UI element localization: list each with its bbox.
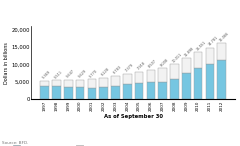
Bar bbox=[88, 88, 96, 99]
Text: 8,507: 8,507 bbox=[148, 59, 158, 69]
Bar bbox=[182, 73, 191, 99]
Bar bbox=[111, 76, 120, 86]
Text: 5,511: 5,511 bbox=[54, 69, 64, 79]
Bar bbox=[41, 86, 49, 99]
Bar bbox=[158, 68, 167, 82]
Bar bbox=[52, 80, 61, 86]
Text: 5,647: 5,647 bbox=[66, 69, 75, 79]
Y-axis label: Dollars in billions: Dollars in billions bbox=[4, 42, 9, 84]
Text: 14,781: 14,781 bbox=[207, 36, 219, 47]
Bar bbox=[158, 82, 167, 99]
Text: 11,898: 11,898 bbox=[183, 46, 195, 57]
Text: 16,066: 16,066 bbox=[219, 31, 230, 43]
Text: 7,379: 7,379 bbox=[125, 63, 134, 73]
Bar bbox=[182, 58, 191, 73]
Bar bbox=[76, 87, 84, 99]
Bar bbox=[123, 74, 132, 84]
Text: 7,918: 7,918 bbox=[136, 61, 146, 71]
Bar bbox=[147, 82, 155, 99]
Bar bbox=[206, 48, 214, 64]
Text: Source: BFD.: Source: BFD. bbox=[2, 141, 29, 145]
Bar bbox=[206, 64, 214, 99]
Bar bbox=[194, 68, 202, 99]
Bar bbox=[217, 60, 226, 99]
Bar bbox=[52, 86, 61, 99]
Bar bbox=[194, 52, 202, 68]
Bar bbox=[111, 86, 120, 99]
Bar bbox=[170, 65, 179, 79]
Bar bbox=[76, 80, 84, 87]
Bar bbox=[147, 70, 155, 82]
Bar bbox=[41, 81, 49, 86]
Bar bbox=[217, 43, 226, 60]
Bar bbox=[170, 79, 179, 99]
Text: 9,008: 9,008 bbox=[160, 57, 170, 67]
Bar bbox=[123, 84, 132, 99]
Bar bbox=[99, 87, 108, 99]
Text: 5,369: 5,369 bbox=[42, 70, 52, 80]
Bar bbox=[64, 87, 72, 99]
Text: 5,770: 5,770 bbox=[89, 68, 99, 79]
Text: 6,228: 6,228 bbox=[101, 67, 111, 77]
Text: 10,011: 10,011 bbox=[172, 52, 183, 64]
Bar bbox=[135, 72, 143, 83]
Bar bbox=[99, 78, 108, 87]
Legend: Debt held by the public, Intragovernmental debt holdings: Debt held by the public, Intragovernment… bbox=[13, 145, 156, 146]
Text: 6,783: 6,783 bbox=[113, 65, 123, 75]
X-axis label: As of September 30: As of September 30 bbox=[104, 114, 163, 119]
Bar bbox=[88, 79, 96, 88]
Text: 13,551: 13,551 bbox=[195, 40, 207, 52]
Bar bbox=[135, 83, 143, 99]
Text: 5,629: 5,629 bbox=[77, 69, 87, 79]
Bar bbox=[64, 80, 72, 87]
